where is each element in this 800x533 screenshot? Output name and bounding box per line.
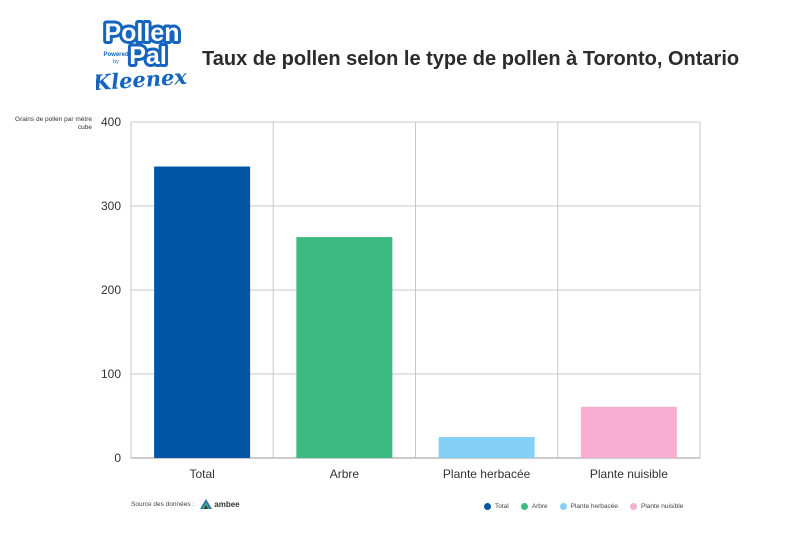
y-tick-label: 100 (101, 367, 121, 381)
logo-by: by (113, 59, 119, 65)
source-label: Source des données : (131, 500, 195, 508)
y-tick-label: 200 (101, 283, 121, 297)
y-tick-label: 0 (114, 451, 121, 465)
chart-legend: Total Arbre Plante herbacée Plante nuisible (484, 503, 695, 510)
legend-item: Total (484, 503, 509, 510)
bar-total (154, 166, 251, 458)
logo-line1: Pollen (104, 19, 179, 47)
ambee-icon (200, 499, 213, 509)
legend-swatch (520, 503, 528, 510)
legend-label: Total (495, 503, 509, 510)
legend-item: Plante nuisible (629, 503, 684, 510)
legend-label: Arbre (531, 503, 548, 510)
legend-swatch (629, 503, 637, 510)
x-tick-label: Plante nuisible (590, 467, 668, 481)
legend-swatch (484, 503, 491, 510)
legend-item: Arbre (520, 503, 548, 510)
logo-line2: Pal (129, 42, 167, 70)
y-axis-label: Grains de pollen par mètre cube (15, 116, 92, 131)
pollen-pal-logo: Pollen Pal Powered by Kleenex (96, 14, 188, 94)
bar-plante-herbacée (438, 437, 535, 458)
logo-powered: Powered (103, 52, 128, 58)
x-tick-label: Total (189, 467, 214, 481)
legend-swatch (559, 503, 567, 510)
source-credit: Source des données : ambee (131, 499, 240, 509)
legend-item: Plante herbacée (559, 503, 618, 510)
y-tick-label: 300 (101, 199, 121, 213)
logo-brand: Kleenex (96, 64, 188, 94)
ambee-logo: ambee (200, 499, 240, 509)
bar-arbre (296, 237, 393, 458)
x-tick-label: Arbre (330, 467, 360, 481)
y-tick-label: 400 (101, 115, 121, 129)
bar-plante-nuisible (580, 406, 677, 458)
legend-label: Plante nuisible (640, 503, 684, 510)
legend-label: Plante herbacée (570, 503, 618, 510)
chart-title: Taux de pollen selon le type de pollen à… (202, 48, 740, 70)
x-tick-label: Plante herbacée (443, 467, 531, 481)
ambee-logo-text: ambee (214, 499, 240, 509)
